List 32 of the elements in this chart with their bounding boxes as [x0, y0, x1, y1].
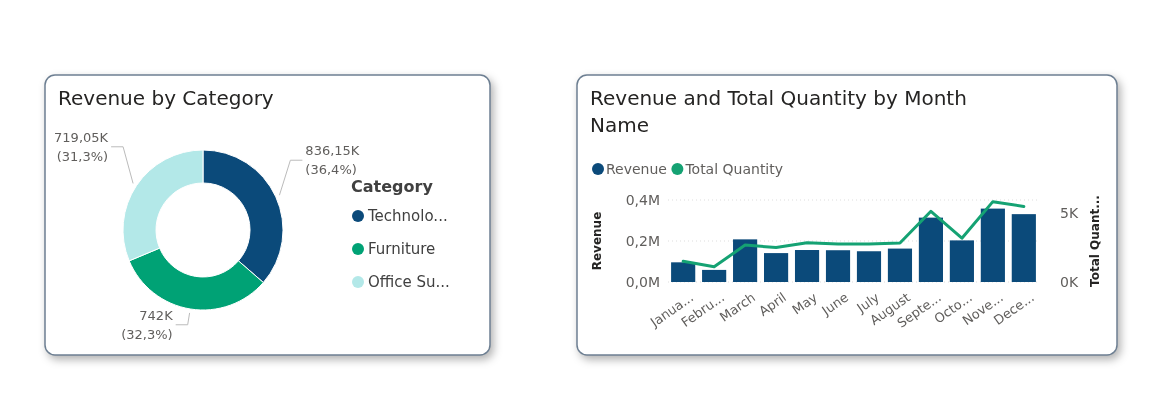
- y-tick-label: 0,2M: [625, 232, 660, 249]
- bar: [671, 262, 696, 282]
- legend-label: Technolo...: [367, 207, 448, 225]
- bar: [949, 240, 974, 282]
- chart-title: Revenue by Category: [58, 86, 274, 110]
- data-label: 742K (32,3%): [121, 307, 174, 342]
- line-series: [681, 200, 1026, 269]
- bar: [1011, 214, 1036, 282]
- bar: [918, 217, 943, 282]
- data-label: 719,05K (31,3%): [54, 129, 109, 164]
- legend-title: Category: [351, 177, 434, 196]
- legend-label: Furniture: [368, 240, 436, 258]
- chart-title: Revenue and Total Quantity by Month Name: [590, 86, 967, 137]
- bar: [980, 208, 1005, 282]
- y-tick-label: 0,4M: [625, 191, 660, 208]
- bar: [856, 251, 882, 282]
- y2-tick-label: 5K: [1060, 204, 1079, 221]
- legend-label: Office Su...: [368, 273, 450, 291]
- legend-label: Revenue: [606, 161, 667, 177]
- data-label: 836,15K (36,4%): [305, 143, 360, 178]
- y-tick-label: 0,0M: [625, 273, 660, 290]
- y-axis-title: Revenue: [590, 211, 604, 271]
- y2-tick-label: 0K: [1060, 273, 1079, 290]
- bar: [825, 250, 851, 282]
- bar: [702, 269, 727, 282]
- bar: [764, 253, 789, 282]
- y2-axis-title: Total Quant...: [1088, 195, 1102, 287]
- legend-label: Total Quantity: [684, 161, 784, 177]
- bar: [887, 248, 913, 282]
- bar: [733, 239, 758, 282]
- bar: [794, 250, 820, 282]
- x-tick-label: May: [789, 289, 821, 318]
